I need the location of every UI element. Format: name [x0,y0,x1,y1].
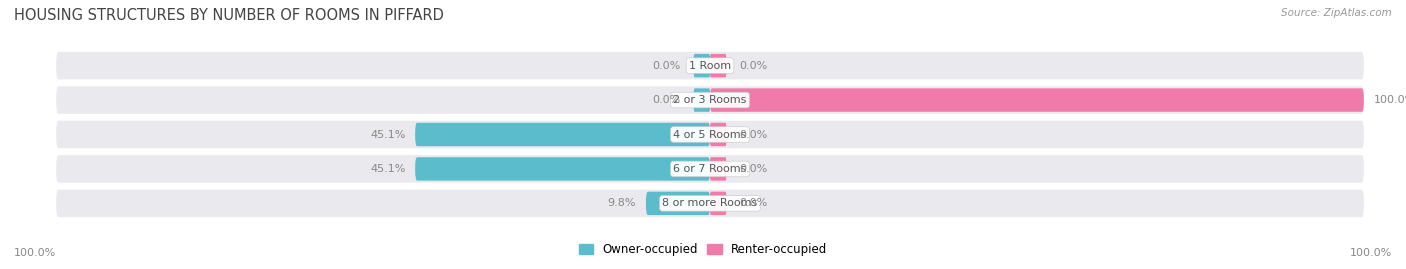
Text: 100.0%: 100.0% [1374,95,1406,105]
FancyBboxPatch shape [710,157,727,181]
FancyBboxPatch shape [693,54,710,77]
FancyBboxPatch shape [56,86,1364,114]
FancyBboxPatch shape [693,88,710,112]
FancyBboxPatch shape [56,121,1364,148]
Text: 2 or 3 Rooms: 2 or 3 Rooms [673,95,747,105]
Text: 1 Room: 1 Room [689,61,731,71]
Text: 0.0%: 0.0% [740,164,768,174]
Text: 100.0%: 100.0% [14,248,56,258]
FancyBboxPatch shape [710,192,727,215]
FancyBboxPatch shape [56,52,1364,79]
FancyBboxPatch shape [56,190,1364,217]
FancyBboxPatch shape [56,155,1364,183]
FancyBboxPatch shape [710,123,727,146]
Text: 45.1%: 45.1% [370,164,405,174]
Text: 9.8%: 9.8% [607,198,636,208]
FancyBboxPatch shape [415,123,710,146]
FancyBboxPatch shape [710,88,1364,112]
Text: 0.0%: 0.0% [740,129,768,140]
Text: 8 or more Rooms: 8 or more Rooms [662,198,758,208]
Text: Source: ZipAtlas.com: Source: ZipAtlas.com [1281,8,1392,18]
Text: 45.1%: 45.1% [370,129,405,140]
Text: HOUSING STRUCTURES BY NUMBER OF ROOMS IN PIFFARD: HOUSING STRUCTURES BY NUMBER OF ROOMS IN… [14,8,444,23]
FancyBboxPatch shape [645,192,710,215]
Text: 0.0%: 0.0% [652,95,681,105]
Text: 0.0%: 0.0% [652,61,681,71]
FancyBboxPatch shape [710,54,727,77]
Text: 0.0%: 0.0% [740,198,768,208]
Text: 4 or 5 Rooms: 4 or 5 Rooms [673,129,747,140]
Text: 6 or 7 Rooms: 6 or 7 Rooms [673,164,747,174]
Text: 100.0%: 100.0% [1350,248,1392,258]
FancyBboxPatch shape [415,157,710,181]
Legend: Owner-occupied, Renter-occupied: Owner-occupied, Renter-occupied [574,238,832,260]
Text: 0.0%: 0.0% [740,61,768,71]
